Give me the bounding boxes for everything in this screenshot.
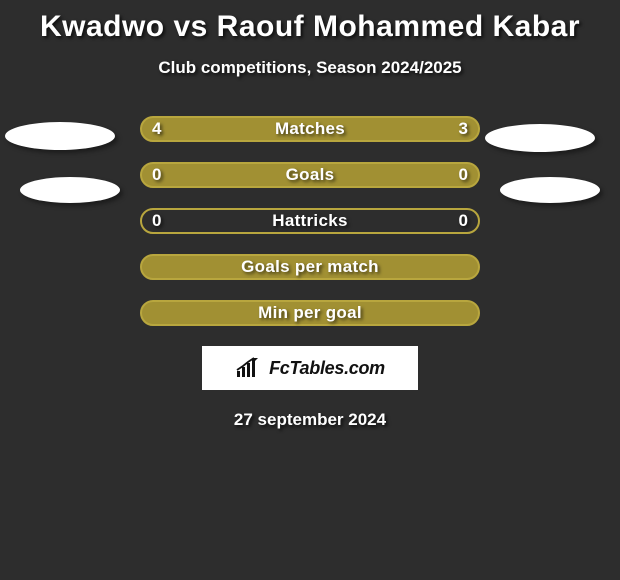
stat-value-left: 0 (152, 162, 161, 188)
decorative-ellipse (5, 122, 115, 150)
stat-value-left: 0 (152, 208, 161, 234)
date-text: 27 september 2024 (0, 410, 620, 430)
logo-box: FcTables.com (202, 346, 418, 390)
stat-bar-goals-per-match: Goals per match (140, 254, 480, 280)
stat-label: Hattricks (272, 211, 347, 231)
stat-label: Goals per match (241, 257, 379, 277)
logo-text: FcTables.com (269, 358, 385, 379)
stat-bar-goals: Goals (140, 162, 480, 188)
stat-bar-hattricks: Hattricks (140, 208, 480, 234)
stat-bar-min-per-goal: Min per goal (140, 300, 480, 326)
fctables-logo-icon (235, 357, 263, 379)
stat-label: Matches (275, 119, 345, 139)
stat-value-right: 0 (459, 208, 468, 234)
stat-row: Hattricks 0 0 (0, 208, 620, 234)
stat-bar-matches: Matches (140, 116, 480, 142)
stat-label: Goals (286, 165, 335, 185)
stat-row: Goals per match (0, 254, 620, 280)
stat-label: Min per goal (258, 303, 362, 323)
decorative-ellipse (485, 124, 595, 152)
stat-value-left: 4 (152, 116, 161, 142)
decorative-ellipse (500, 177, 600, 203)
page-subtitle: Club competitions, Season 2024/2025 (0, 58, 620, 78)
stat-value-right: 0 (459, 162, 468, 188)
stat-value-right: 3 (459, 116, 468, 142)
stat-row: Min per goal (0, 300, 620, 326)
page-title: Kwadwo vs Raouf Mohammed Kabar (0, 0, 620, 44)
decorative-ellipse (20, 177, 120, 203)
